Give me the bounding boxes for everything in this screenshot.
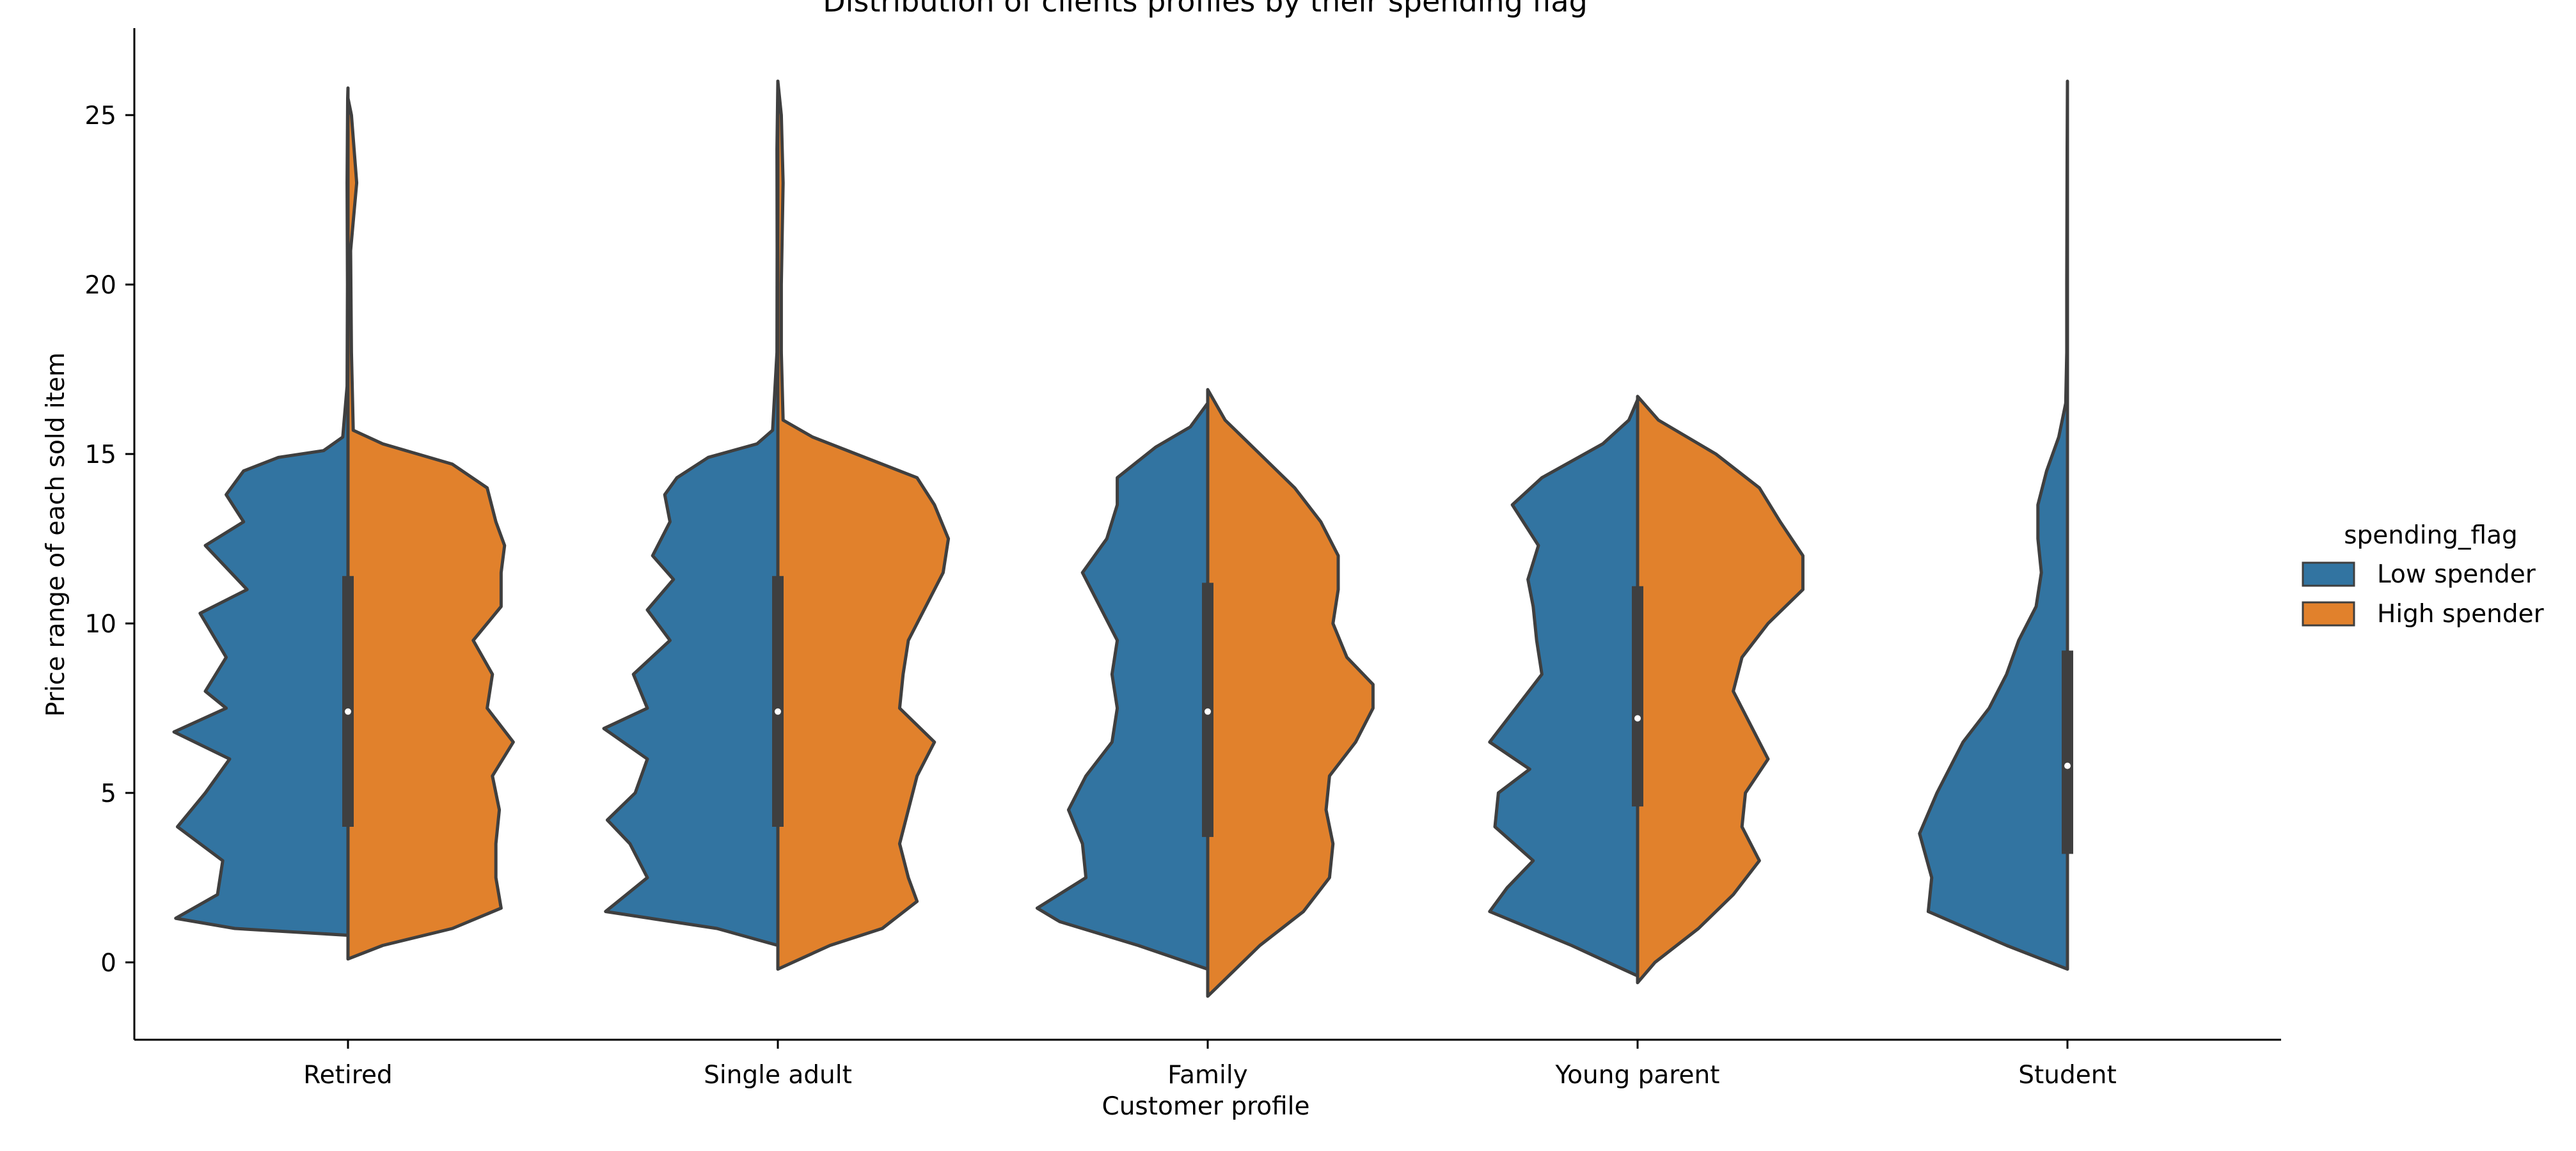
violin-high-spender-family xyxy=(1206,388,1375,998)
median-young-parent xyxy=(1634,715,1641,722)
violin-low-spender-retired xyxy=(172,86,350,937)
median-student xyxy=(2064,762,2071,769)
chart-title: Distribution of clients profiles by thei… xyxy=(823,0,1588,19)
median-family xyxy=(1205,708,1211,715)
x-tick-label-single-adult: Single adult xyxy=(704,1061,852,1090)
box-retired xyxy=(342,576,354,827)
violin-low-spender-student xyxy=(1918,79,2069,971)
y-axis-title: Price range of each sold item xyxy=(42,352,70,717)
median-single-adult xyxy=(775,708,781,715)
violin-high-spender-single-adult xyxy=(776,79,951,971)
violin-low-spender-young-parent xyxy=(1488,398,1640,978)
inner-boxes xyxy=(342,576,2073,854)
legend: spending_flag Low spender High spender xyxy=(2302,521,2545,629)
legend-label-high-spender: High spender xyxy=(2377,600,2545,629)
box-student xyxy=(2062,650,2073,854)
legend-swatch-low-spender xyxy=(2302,561,2355,587)
y-tick-label-25: 25 xyxy=(84,102,116,130)
median-retired xyxy=(345,708,351,715)
x-axis-title: Customer profile xyxy=(1102,1092,1309,1121)
violin-low-spender-single-adult xyxy=(602,79,780,947)
x-tick-label-retired: Retired xyxy=(303,1061,392,1090)
violin-low-spender-family xyxy=(1035,402,1210,971)
x-axis-ticks: Retired Single adult Family Young parent Stu… xyxy=(303,1040,2117,1090)
legend-swatch-high-spender xyxy=(2302,601,2355,627)
y-tick-label-5: 5 xyxy=(100,779,116,808)
y-tick-label-15: 15 xyxy=(84,441,116,469)
legend-label-low-spender: Low spender xyxy=(2377,560,2536,589)
violin-high-spender-retired xyxy=(346,97,515,961)
violin-high-spender-young-parent xyxy=(1636,395,1805,985)
x-tick-label-family: Family xyxy=(1167,1061,1248,1090)
y-axis-ticks: 0 5 10 15 20 25 xyxy=(84,102,134,978)
legend-title: spending_flag xyxy=(2344,521,2518,550)
y-tick-label-20: 20 xyxy=(84,271,116,300)
x-tick-label-young-parent: Young parent xyxy=(1555,1061,1720,1090)
y-tick-label-0: 0 xyxy=(100,949,116,978)
box-young-parent xyxy=(1632,586,1643,807)
y-tick-label-10: 10 xyxy=(84,610,116,639)
box-single-adult xyxy=(772,576,784,827)
violins xyxy=(172,79,2069,998)
x-tick-label-student: Student xyxy=(2018,1061,2117,1090)
